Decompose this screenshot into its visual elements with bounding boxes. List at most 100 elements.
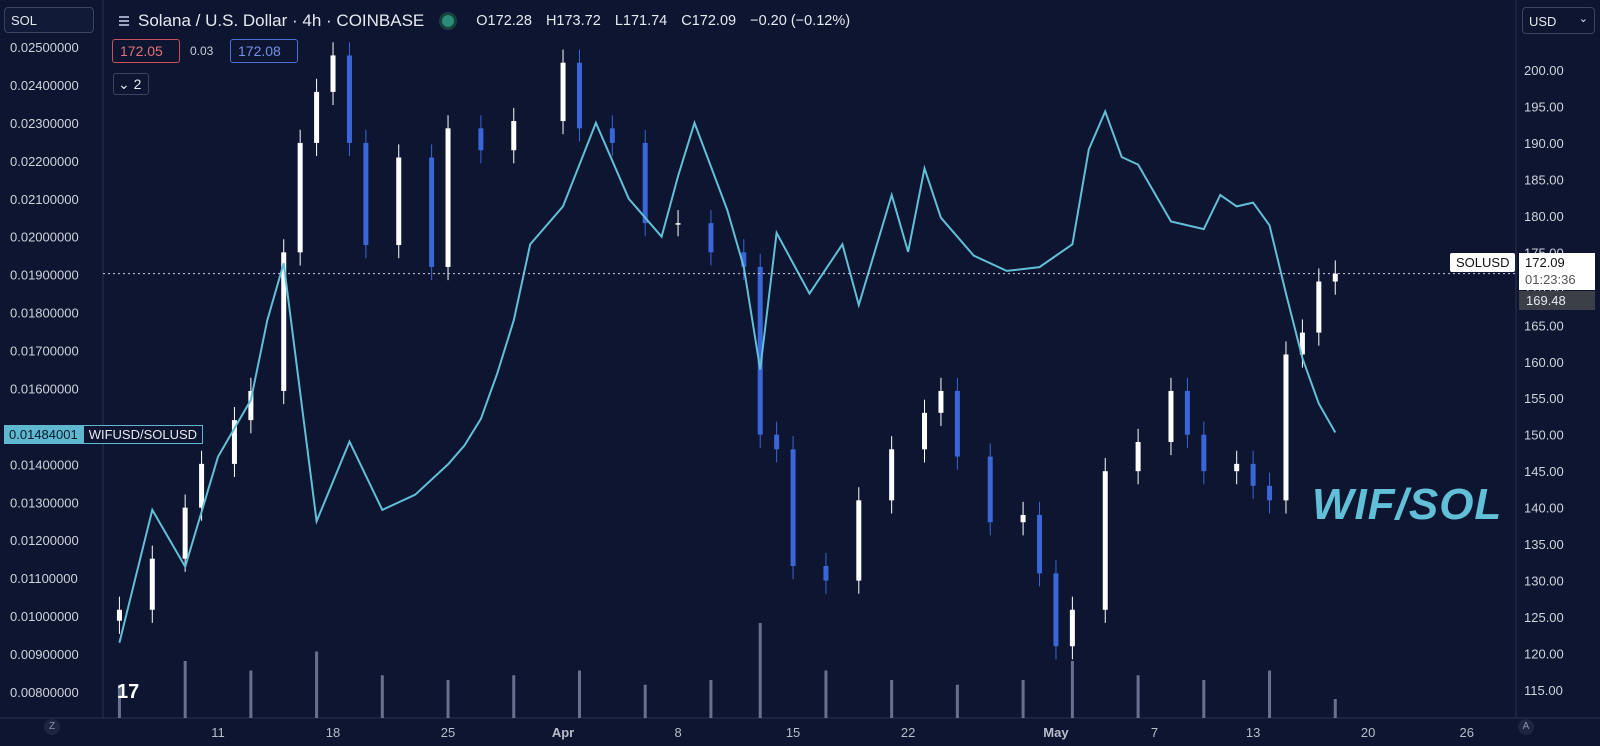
volume-bar bbox=[1202, 680, 1206, 718]
market-status-icon[interactable] bbox=[442, 15, 455, 27]
right-tick-label: 190.00 bbox=[1524, 136, 1564, 151]
candle-body bbox=[281, 252, 287, 391]
buy-price-button[interactable]: 172.08 bbox=[230, 39, 298, 63]
left-tick-label: 0.01300000 bbox=[10, 495, 79, 510]
ohlc-change: −0.20 (−0.12%) bbox=[750, 13, 851, 29]
candle-body bbox=[790, 449, 796, 566]
candle-body bbox=[757, 266, 763, 435]
left-tick-label: 0.02400000 bbox=[10, 78, 79, 93]
left-tick-label: 0.01100000 bbox=[10, 571, 78, 586]
right-tick-label: 140.00 bbox=[1524, 501, 1564, 516]
right-tick-label: 145.00 bbox=[1524, 464, 1564, 479]
chart-title[interactable]: Solana / U.S. Dollar · 4h · COINBASE bbox=[138, 11, 425, 30]
candle-body bbox=[1250, 463, 1256, 486]
volume-bar bbox=[577, 670, 581, 718]
candle-body bbox=[1332, 273, 1338, 282]
right-tick-label: 180.00 bbox=[1524, 209, 1564, 224]
solusd-candles bbox=[116, 42, 1338, 660]
x-tick-label: 7 bbox=[1151, 725, 1158, 740]
candle-body bbox=[1069, 609, 1075, 647]
x-tick-label: 13 bbox=[1246, 725, 1260, 740]
volume-bar bbox=[1021, 680, 1025, 718]
right-axis: 200.00195.00190.00185.00180.00175.00170.… bbox=[1524, 63, 1564, 698]
x-tick-label: May bbox=[1043, 725, 1069, 740]
right-tick-label: 130.00 bbox=[1524, 574, 1564, 589]
sell-price-button[interactable]: 172.05 bbox=[112, 39, 180, 63]
x-tick-label: 8 bbox=[674, 725, 681, 740]
candle-body bbox=[609, 128, 615, 143]
ohlc-open: O172.28 bbox=[476, 13, 532, 29]
timezone-icon[interactable]: Z bbox=[44, 719, 60, 735]
wif-sol-line bbox=[118, 108, 1337, 643]
candle-body bbox=[1201, 434, 1207, 472]
tradingview-logo-icon[interactable]: 17 bbox=[117, 681, 140, 703]
candle-body bbox=[116, 609, 122, 621]
volume-bar bbox=[824, 670, 828, 718]
candle-body bbox=[954, 390, 960, 457]
volume-bar bbox=[1136, 675, 1140, 718]
left-tick-label: 0.02000000 bbox=[10, 230, 79, 245]
candle-body bbox=[396, 157, 402, 246]
right-tick-label: 115.00 bbox=[1524, 683, 1563, 698]
candle-body bbox=[1135, 442, 1141, 472]
left-tick-label: 0.01800000 bbox=[10, 306, 79, 321]
candle-body bbox=[1283, 354, 1289, 501]
solana-logo-icon bbox=[119, 16, 129, 26]
candle-body bbox=[823, 566, 829, 581]
x-tick-label: 22 bbox=[901, 725, 915, 740]
candle-body bbox=[1234, 463, 1240, 472]
x-tick-label: Apr bbox=[552, 725, 574, 740]
volume-bar bbox=[890, 680, 894, 718]
candle-body bbox=[363, 142, 369, 246]
volume-bar bbox=[315, 651, 319, 718]
right-tick-label: 165.00 bbox=[1524, 318, 1564, 333]
volume-bar bbox=[183, 661, 187, 718]
candle-body bbox=[1267, 485, 1273, 501]
candle-body bbox=[248, 390, 254, 421]
candle-body bbox=[1184, 390, 1190, 435]
wif-sol-value: 0.01484001 bbox=[4, 425, 83, 444]
wif-sol-watermark: WIF/SOL bbox=[1312, 480, 1503, 529]
left-tick-label: 0.02500000 bbox=[10, 40, 79, 55]
volume-bar bbox=[117, 684, 121, 718]
x-tick-label: 15 bbox=[786, 725, 800, 740]
candle-body bbox=[922, 412, 928, 450]
volume-bar bbox=[709, 680, 713, 718]
ohlc-values: O172.28 H173.72 L171.74 C172.09 −0.20 (−… bbox=[476, 13, 860, 29]
left-axis: 0.02500000 0.02400000 0.02300000 0.02200000… bbox=[10, 40, 79, 700]
candle-body bbox=[346, 55, 352, 143]
candle-body bbox=[741, 252, 747, 267]
left-tick-label: 0.02300000 bbox=[10, 116, 79, 131]
solusd-last-price: 172.09 bbox=[1525, 255, 1565, 270]
candle-body bbox=[1102, 471, 1108, 610]
candle-body bbox=[478, 128, 484, 151]
candle-body bbox=[560, 62, 566, 122]
solusd-price-tag: 172.09 01:23:36 bbox=[1519, 253, 1595, 290]
currency-label: USD bbox=[1529, 14, 1557, 29]
candle-body bbox=[675, 223, 681, 225]
ohlc-high: H173.72 bbox=[545, 13, 601, 29]
candle-body bbox=[182, 507, 188, 559]
indicators-collapse-button[interactable]: ⌄ 2 bbox=[113, 73, 149, 95]
left-tick-label: 0.01900000 bbox=[10, 268, 79, 283]
candle-countdown: 01:23:36 bbox=[1525, 272, 1576, 287]
x-tick-label: 25 bbox=[441, 725, 455, 740]
candle-body bbox=[511, 121, 517, 151]
volume-bar bbox=[380, 675, 384, 718]
solusd-name-tag: SOLUSD bbox=[1450, 253, 1516, 272]
ohlc-close: C172.09 bbox=[681, 13, 737, 29]
chevron-down-icon: ⌄ bbox=[1578, 13, 1588, 25]
candle-body bbox=[1037, 514, 1043, 574]
volume-bar bbox=[1070, 661, 1074, 718]
auto-scale-icon[interactable]: A bbox=[1518, 719, 1534, 735]
left-tick-label: 0.00900000 bbox=[10, 647, 79, 662]
right-tick-label: 150.00 bbox=[1524, 428, 1564, 443]
candle-body bbox=[445, 128, 451, 267]
right-tick-label: 125.00 bbox=[1524, 610, 1564, 625]
symbol-search-input[interactable]: SOL bbox=[4, 7, 94, 33]
x-tick-label: 20 bbox=[1361, 725, 1375, 740]
candle-body bbox=[774, 434, 780, 450]
currency-select[interactable]: USD ⌄ bbox=[1522, 7, 1595, 34]
candle-body bbox=[708, 223, 714, 253]
